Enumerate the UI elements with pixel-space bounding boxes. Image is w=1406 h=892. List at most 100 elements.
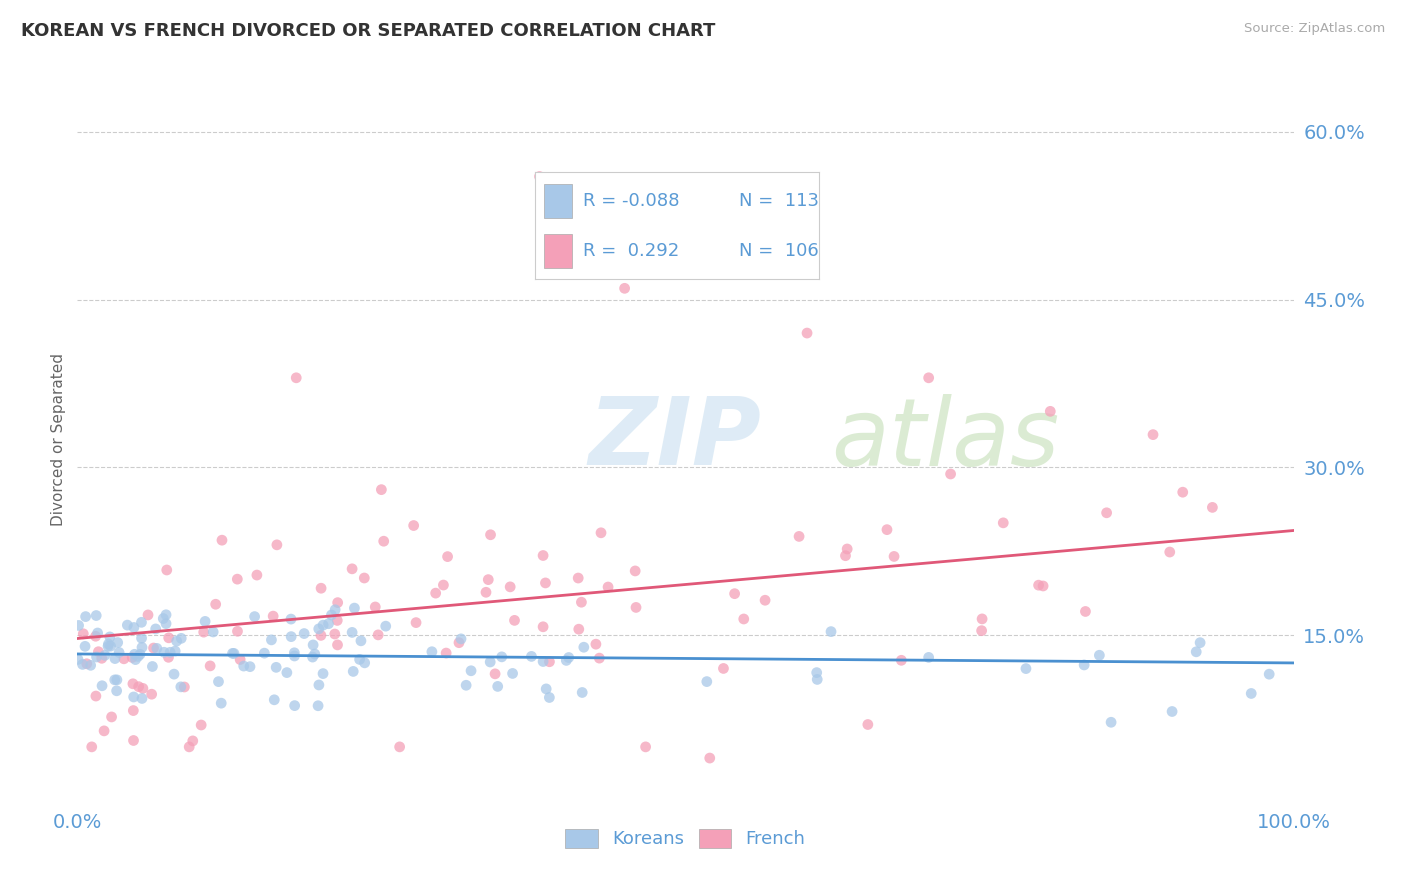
Point — [193, 625, 215, 640]
Point — [350, 633, 373, 648]
Point — [876, 523, 898, 537]
Point — [520, 649, 543, 664]
Point — [918, 371, 941, 385]
Point — [79, 658, 101, 673]
Point — [253, 646, 276, 660]
Bar — [544, 184, 572, 218]
Point — [326, 638, 349, 652]
Point — [165, 644, 187, 658]
Point — [340, 562, 363, 576]
Point — [94, 648, 117, 663]
Point — [309, 581, 332, 595]
Point — [1159, 545, 1181, 559]
Point — [239, 659, 262, 673]
Point — [796, 326, 818, 340]
Text: ZIP: ZIP — [588, 393, 761, 485]
Point — [104, 651, 127, 665]
Point — [243, 609, 266, 624]
Text: R = -0.088: R = -0.088 — [583, 192, 681, 210]
Point — [198, 659, 221, 673]
Point — [226, 624, 249, 639]
Point — [264, 660, 287, 674]
Point — [353, 571, 375, 585]
Point — [596, 580, 619, 594]
Point — [502, 666, 524, 681]
Point — [388, 739, 411, 754]
Point — [364, 599, 387, 614]
Point — [613, 281, 636, 295]
Point — [450, 632, 472, 646]
Point — [568, 622, 591, 636]
Point — [226, 572, 249, 586]
Point — [304, 647, 326, 661]
Point — [66, 652, 89, 666]
Point — [432, 578, 454, 592]
Point — [308, 622, 330, 636]
Point — [479, 655, 502, 669]
Point — [353, 656, 375, 670]
Point — [1142, 427, 1164, 442]
Point — [883, 549, 905, 564]
Point — [425, 586, 447, 600]
Point — [97, 640, 120, 654]
Point — [131, 691, 153, 706]
Point — [918, 650, 941, 665]
Point — [285, 371, 308, 385]
Point — [229, 652, 252, 666]
Point — [503, 613, 526, 627]
Point — [1088, 648, 1111, 663]
Point — [155, 616, 177, 631]
Point — [993, 516, 1015, 530]
Point — [491, 649, 513, 664]
Point — [129, 648, 152, 662]
Legend: Koreans, French: Koreans, French — [558, 822, 813, 855]
Point — [531, 549, 554, 563]
Point — [484, 666, 506, 681]
Point — [280, 630, 302, 644]
Bar — [544, 234, 572, 268]
Point — [534, 681, 557, 696]
Point — [301, 650, 323, 665]
Point — [105, 673, 128, 687]
Point — [141, 687, 163, 701]
Point — [456, 678, 478, 692]
Point — [1185, 645, 1208, 659]
Point — [121, 650, 143, 665]
Point — [84, 689, 107, 703]
Point — [624, 564, 647, 578]
Point — [276, 665, 298, 680]
Point — [1074, 605, 1097, 619]
Point — [970, 624, 993, 638]
Point — [136, 607, 159, 622]
Point — [232, 659, 254, 673]
Point — [349, 652, 371, 666]
Point — [104, 673, 127, 687]
Point — [100, 639, 122, 653]
Point — [156, 563, 179, 577]
Point — [73, 640, 96, 654]
Point — [1258, 667, 1281, 681]
Point — [309, 628, 332, 642]
Point — [72, 627, 94, 641]
Point — [402, 518, 425, 533]
Text: KOREAN VS FRENCH DIVORCED OR SEPARATED CORRELATION CHART: KOREAN VS FRENCH DIVORCED OR SEPARATED C… — [21, 22, 716, 40]
Point — [436, 549, 458, 564]
Point — [558, 650, 581, 665]
Point — [447, 635, 470, 649]
Point — [1240, 686, 1263, 700]
Point — [806, 673, 828, 687]
Point — [141, 659, 163, 673]
Point — [86, 626, 108, 640]
Point — [97, 637, 120, 651]
Point — [1201, 500, 1223, 515]
Point — [75, 609, 97, 624]
Point — [204, 597, 226, 611]
Point — [972, 612, 994, 626]
Point — [534, 576, 557, 591]
Point — [145, 622, 167, 636]
Point — [321, 607, 343, 622]
Point — [292, 626, 315, 640]
Point — [326, 596, 349, 610]
Point — [420, 645, 443, 659]
Point — [100, 710, 122, 724]
